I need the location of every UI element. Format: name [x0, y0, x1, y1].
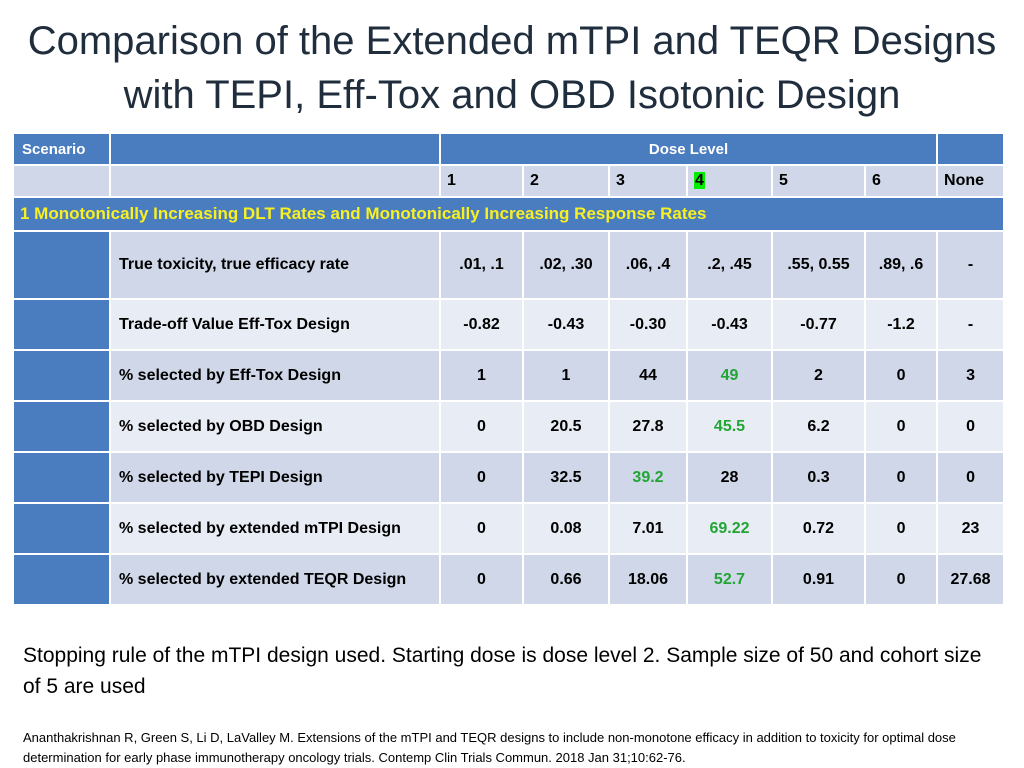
table-cell: 0 — [439, 400, 524, 453]
table-cell: 27.68 — [936, 553, 1006, 606]
table-cell: 18.06 — [608, 553, 688, 606]
table-row: % selected by TEPI Design 0 32.5 39.2 28… — [12, 451, 1006, 504]
slide-title: Comparison of the Extended mTPI and TEQR… — [0, 14, 1024, 122]
table-cell: 7.01 — [608, 502, 688, 555]
scenario-cell — [12, 230, 111, 300]
table-cell: 0 — [863, 553, 939, 606]
table-cell: 0 — [863, 451, 939, 504]
table-row: % selected by extended mTPI Design 0 0.0… — [12, 502, 1006, 555]
table-cell: 6.2 — [771, 400, 866, 453]
table-cell: 0.72 — [771, 502, 866, 555]
scenario-cell — [12, 553, 111, 606]
table-cell: 44 — [608, 349, 688, 402]
slide-title-line-2: with TEPI, Eff-Tox and OBD Isotonic Desi… — [123, 73, 901, 117]
table-cell-max: 39.2 — [608, 451, 688, 504]
table-cell: 2 — [771, 349, 866, 402]
table-row: % selected by OBD Design 0 20.5 27.8 45.… — [12, 400, 1006, 453]
table-cell: - — [936, 230, 1006, 300]
scenario-section-title: 1 Monotonically Increasing DLT Rates and… — [11, 196, 1006, 232]
scenario-header: Scenario — [12, 132, 111, 166]
row-label: % selected by extended mTPI Design — [109, 502, 441, 555]
dose-level-number-highlighted: 4 — [686, 164, 773, 198]
table-cell: 0.08 — [522, 502, 610, 555]
dose-level-header: Dose Level — [438, 132, 939, 166]
table-cell-max: 52.7 — [686, 553, 773, 606]
table-cell: -0.30 — [608, 298, 688, 351]
table-cell: 20.5 — [522, 400, 610, 453]
stopping-rule-note: Stopping rule of the mTPI design used. S… — [23, 644, 982, 698]
scenario-cell — [12, 451, 111, 504]
row-label: % selected by OBD Design — [109, 400, 441, 453]
scenario-cell — [12, 502, 111, 555]
table-cell: 23 — [936, 502, 1006, 555]
reference-citation: Ananthakrishnan R, Green S, Li D, LaVall… — [23, 730, 956, 765]
dose-number-row: 1 2 3 4 5 6 None — [12, 164, 1006, 198]
scenario-section-row: 1 Monotonically Increasing DLT Rates and… — [11, 196, 1006, 232]
table-cell: - — [936, 298, 1006, 351]
row-label: Trade-off Value Eff-Tox Design — [109, 298, 441, 351]
table-cell: .2, .45 — [686, 230, 773, 300]
table-row: True toxicity, true efficacy rate .01, .… — [12, 230, 1006, 300]
table-cell: 0 — [863, 349, 939, 402]
table-cell-max: 45.5 — [686, 400, 773, 453]
slide-title-line-1: Comparison of the Extended mTPI and TEQR… — [27, 19, 997, 63]
row-label: % selected by extended TEQR Design — [109, 553, 441, 606]
dose-level-number: 6 — [863, 164, 939, 198]
table-cell: .06, .4 — [608, 230, 688, 300]
table-cell: 0 — [863, 502, 939, 555]
dose-number-blank-cell — [109, 164, 441, 198]
table-cell: 0 — [439, 553, 524, 606]
dose-level-number: None — [936, 164, 1006, 198]
table-cell: 27.8 — [608, 400, 688, 453]
table-row: Trade-off Value Eff-Tox Design -0.82 -0.… — [12, 298, 1006, 351]
comparison-table: Scenario Dose Level 1 2 3 4 5 6 None 1 M… — [11, 132, 1006, 606]
table-header-row: Scenario Dose Level — [12, 132, 1006, 166]
table-cell: 32.5 — [522, 451, 610, 504]
table-cell: -0.43 — [686, 298, 773, 351]
table-cell: .89, .6 — [863, 230, 939, 300]
table-cell: 0 — [936, 451, 1006, 504]
table-cell: 0 — [439, 502, 524, 555]
table-cell-max: 49 — [686, 349, 773, 402]
table-cell: .02, .30 — [522, 230, 610, 300]
table-cell: -0.43 — [522, 298, 610, 351]
dose-level-number: 1 — [439, 164, 524, 198]
dose-level-number: 5 — [771, 164, 866, 198]
dose-number-blank-cell — [12, 164, 111, 198]
table-cell: 0 — [439, 451, 524, 504]
table-cell: -1.2 — [863, 298, 939, 351]
row-label: True toxicity, true efficacy rate — [109, 230, 441, 300]
header-blank-cell — [936, 132, 1006, 166]
table-cell: 28 — [686, 451, 773, 504]
scenario-cell — [12, 349, 111, 402]
table-cell: 1 — [439, 349, 524, 402]
table-cell: 0.3 — [771, 451, 866, 504]
table-row: % selected by Eff-Tox Design 1 1 44 49 2… — [12, 349, 1006, 402]
table-cell: .01, .1 — [439, 230, 524, 300]
table-cell: 0.66 — [522, 553, 610, 606]
table-cell: 0 — [936, 400, 1006, 453]
table-cell: 0.91 — [771, 553, 866, 606]
table-row: % selected by extended TEQR Design 0 0.6… — [12, 553, 1006, 606]
table-cell: 3 — [936, 349, 1006, 402]
table-cell: 1 — [522, 349, 610, 402]
row-label: % selected by Eff-Tox Design — [109, 349, 441, 402]
dose-level-highlight: 4 — [694, 172, 705, 189]
header-blank-cell — [109, 132, 441, 166]
table-cell: -0.77 — [771, 298, 866, 351]
dose-level-number: 2 — [522, 164, 610, 198]
scenario-cell — [12, 298, 111, 351]
row-label: % selected by TEPI Design — [109, 451, 441, 504]
scenario-cell — [12, 400, 111, 453]
dose-level-number: 3 — [608, 164, 688, 198]
table-cell-max: 69.22 — [686, 502, 773, 555]
table-cell: .55, 0.55 — [771, 230, 866, 300]
table-cell: 0 — [863, 400, 939, 453]
table-cell: -0.82 — [439, 298, 524, 351]
